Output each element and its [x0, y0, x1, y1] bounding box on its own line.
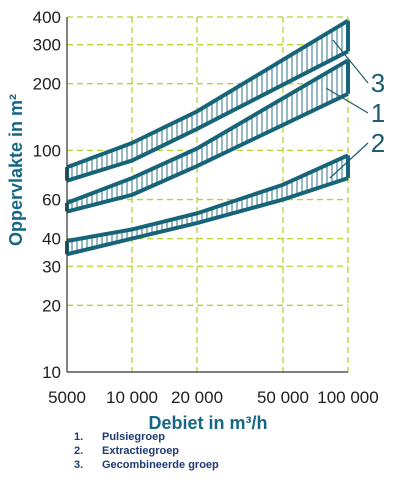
band-label-leader: [325, 87, 369, 114]
y-tick-label: 10: [42, 363, 61, 382]
band-fill: [67, 60, 348, 212]
legend-label: Gecombineerde groep: [102, 459, 219, 471]
legend-number: 3.: [74, 459, 84, 471]
axes: [66, 17, 348, 373]
legend-label: Extractiegroep: [102, 445, 180, 457]
bands: [65, 18, 350, 257]
grid: [67, 16, 349, 372]
band-label: 1: [371, 98, 385, 128]
x-tick-label: 50 000: [257, 388, 309, 407]
y-tick-label: 100: [33, 141, 61, 160]
legend-number: 2.: [74, 445, 84, 457]
legend-item: 3. Gecombineerde groep: [74, 458, 219, 472]
band-lower-line: [66, 49, 349, 183]
band-upper-line: [66, 18, 350, 170]
legend-item: 2. Extractiegroep: [74, 444, 219, 458]
band-label: 2: [371, 128, 385, 158]
x-tick-label: 100 000: [317, 388, 378, 407]
x-axis-title: Debiet in m³/h: [148, 413, 267, 430]
x-tick-label: 5000: [48, 388, 86, 407]
y-tick-label: 30: [42, 257, 61, 276]
legend: 1. Pulsiegroep 2. Extractiegroep 3. Gecombi…: [74, 430, 219, 472]
band-1: [65, 58, 350, 214]
legend-label: Pulsiegroep: [102, 431, 165, 443]
x-tick-label: 10 000: [106, 388, 158, 407]
band-lower-line: [66, 176, 349, 257]
band-upper-line: [66, 58, 350, 205]
band-fill: [67, 155, 348, 255]
legend-item: 1. Pulsiegroep: [74, 430, 219, 444]
y-tick-label: 40: [42, 230, 61, 249]
y-tick-label: 400: [33, 8, 61, 27]
x-tick-label: 20 000: [171, 388, 223, 407]
band-labels: 312: [325, 39, 385, 179]
band-label-leader: [332, 39, 369, 84]
band-upper-line: [66, 153, 349, 243]
y-tick-label: 60: [42, 191, 61, 210]
y-tick-label: 200: [33, 75, 61, 94]
band-label: 3: [371, 68, 385, 98]
band-label-leader: [329, 142, 369, 179]
tick-labels: 5000 10 000 20 000 50 000 100 000 10 20 30 40 60 1…: [33, 8, 379, 407]
chart: 5000 10 000 20 000 50 000 100 000 10 20 30 40 60 1…: [6, 8, 385, 430]
y-tick-label: 300: [33, 36, 61, 55]
y-axis-title: Oppervlakte in m²: [6, 94, 26, 246]
y-tick-label: 20: [42, 296, 61, 315]
band-lower-line: [66, 92, 349, 214]
band-3: [65, 18, 350, 183]
legend-number: 1.: [74, 431, 84, 443]
band-2: [65, 153, 350, 257]
